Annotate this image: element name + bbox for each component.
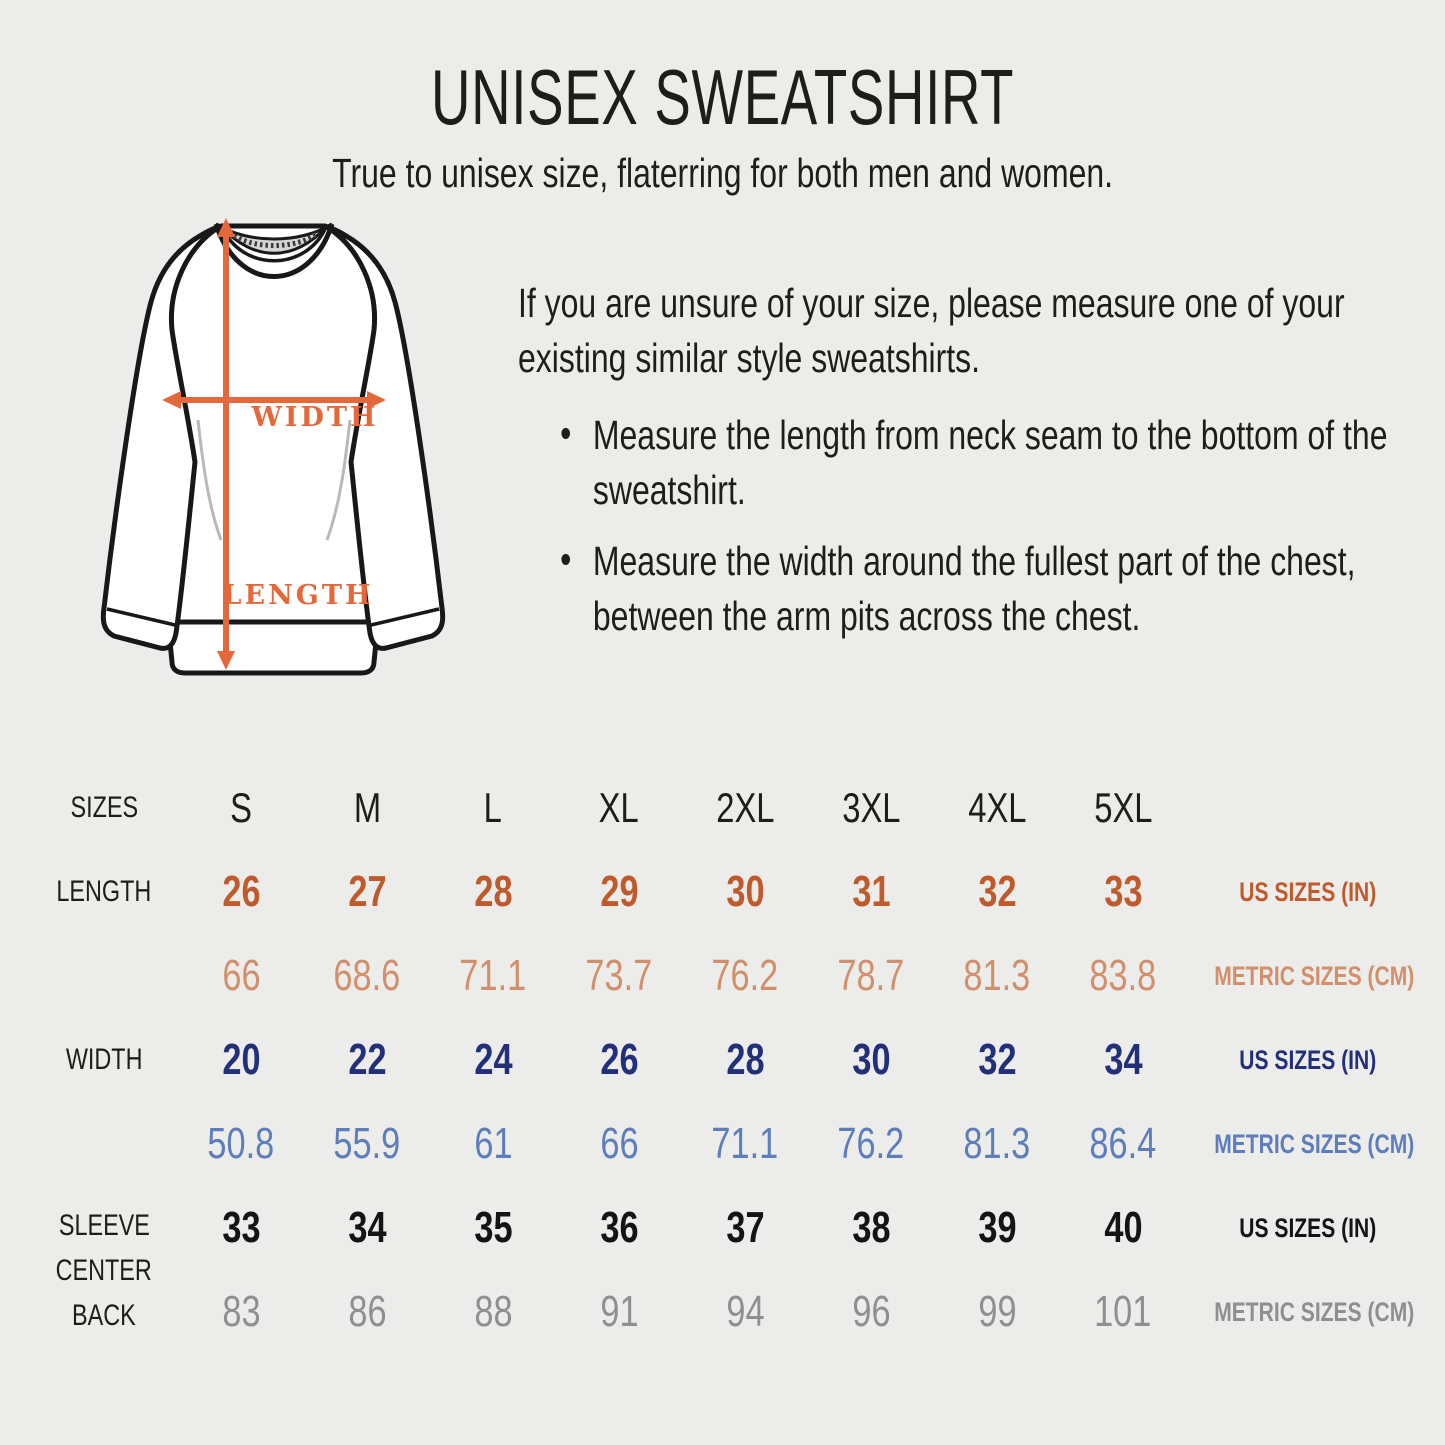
size-value: 35 [473,1203,513,1252]
fold-seam-left [196,419,223,541]
instruction-bullet-width: Measure the width around the fullest par… [560,532,1419,644]
table-row-width-us: WIDTH 20 22 24 26 28 30 32 34 US SIZES (… [30,1018,1430,1102]
size-value: 61 [473,1119,513,1168]
size-value: 37 [725,1203,765,1252]
size-table: SIZES S M L XL 2XL 3XL 4XL 5XL LENGTH 26… [30,766,1430,1354]
subheader: True to unisex size, flaterring for both… [0,150,1445,197]
sweatshirt-sleeve-left [100,224,222,651]
size-value: 28 [725,1035,765,1084]
size-value: 99 [977,1287,1017,1336]
width-label: WIDTH [251,402,379,433]
size-column-header: 4XL [967,784,1027,831]
size-value: 30 [725,867,765,916]
size-value: 81.3 [963,951,1031,1000]
length-label: LENGTH [223,580,374,611]
size-value: 91 [599,1287,639,1336]
size-value: 71.1 [459,951,527,1000]
size-value: 39 [977,1203,1017,1252]
header: UNISEX SWEATSHIRT [0,52,1445,143]
table-row-sleeve-us: 33 34 35 36 37 38 39 40 US SIZES (IN) [30,1186,1430,1270]
size-value: 71.1 [711,1119,779,1168]
size-column-header: S [230,784,252,831]
table-row-length-cm: 66 68.6 71.1 73.7 76.2 78.7 81.3 83.8 ME… [30,934,1430,1018]
unit-label: METRIC SIZES (CM) [1214,960,1415,991]
size-value: 20 [221,1035,261,1084]
table-row-length-us: LENGTH 26 27 28 29 30 31 32 33 US SIZES … [30,850,1430,934]
size-column-header: 3XL [841,784,901,831]
row-label-width: WIDTH [65,1043,143,1076]
unit-label: US SIZES (IN) [1239,1212,1377,1243]
size-value: 30 [851,1035,891,1084]
sizing-instructions: If you are unsure of your size, please m… [518,276,1419,660]
fold-seam-right [325,419,352,541]
page-subtitle: True to unisex size, flaterring for both… [332,150,1113,196]
table-corner-label: SIZES [70,791,138,824]
size-value: 33 [221,1203,261,1252]
size-value: 33 [1103,867,1143,916]
size-value: 76.2 [711,951,779,1000]
size-value: 83.8 [1089,951,1157,1000]
size-value: 68.6 [333,951,401,1000]
size-value: 40 [1103,1203,1143,1252]
size-value: 96 [851,1287,891,1336]
size-column-header: M [353,784,381,831]
size-value: 32 [977,867,1017,916]
table-row-sleeve-cm: 83 86 88 91 94 96 99 101 METRIC SIZES (C… [30,1270,1430,1354]
size-value: 76.2 [837,1119,905,1168]
width-arrow [162,391,386,409]
size-column-header: 5XL [1093,784,1153,831]
collar-inner [220,226,328,263]
unit-label: METRIC SIZES (CM) [1214,1128,1415,1159]
size-value: 86 [347,1287,387,1336]
size-value: 66 [599,1119,639,1168]
table-header-row: SIZES S M L XL 2XL 3XL 4XL 5XL [30,766,1430,850]
size-value: 31 [851,867,891,916]
sweatshirt-diagram: WIDTH LENGTH [100,218,446,676]
length-arrow [217,218,235,670]
size-value: 27 [347,867,387,916]
size-value: 73.7 [585,951,653,1000]
sweatshirt-hem [165,619,381,676]
size-value: 32 [977,1035,1017,1084]
size-column-header: 2XL [715,784,775,831]
unit-label: US SIZES (IN) [1239,1044,1377,1075]
size-value: 36 [599,1203,639,1252]
size-value: 34 [347,1203,387,1252]
size-column-header: XL [598,784,640,831]
size-value: 78.7 [837,951,905,1000]
sweatshirt-sleeve-right [324,224,446,651]
size-value: 29 [599,867,639,916]
size-value: 28 [473,867,513,916]
size-value: 22 [347,1035,387,1084]
cuff-seam-left [106,607,176,627]
size-value: 24 [473,1035,513,1084]
size-value: 83 [221,1287,261,1336]
instruction-bullet-length: Measure the length from neck seam to the… [560,406,1419,518]
size-value: 86.4 [1089,1119,1157,1168]
size-value: 66 [221,951,261,1000]
page-title: UNISEX SWEATSHIRT [430,53,1015,141]
size-value: 88 [473,1287,513,1336]
size-column-header: L [483,784,503,831]
unit-label: METRIC SIZES (CM) [1214,1296,1415,1327]
size-value: 50.8 [207,1119,275,1168]
size-value: 38 [851,1203,891,1252]
row-label-sleeve-center-back: SLEEVE CENTER BACK [55,1208,153,1332]
size-value: 94 [725,1287,765,1336]
size-value: 26 [221,867,261,916]
unit-label: US SIZES (IN) [1239,876,1377,907]
table-row-width-cm: 50.8 55.9 61 66 71.1 76.2 81.3 86.4 METR… [30,1102,1430,1186]
row-label-length: LENGTH [56,875,152,908]
size-value: 55.9 [333,1119,401,1168]
size-value: 34 [1103,1035,1143,1084]
instruction-list: Measure the length from neck seam to the… [518,406,1419,644]
size-value: 81.3 [963,1119,1031,1168]
instruction-intro: If you are unsure of your size, please m… [518,280,1345,381]
size-value: 101 [1094,1287,1152,1336]
size-value: 26 [599,1035,639,1084]
